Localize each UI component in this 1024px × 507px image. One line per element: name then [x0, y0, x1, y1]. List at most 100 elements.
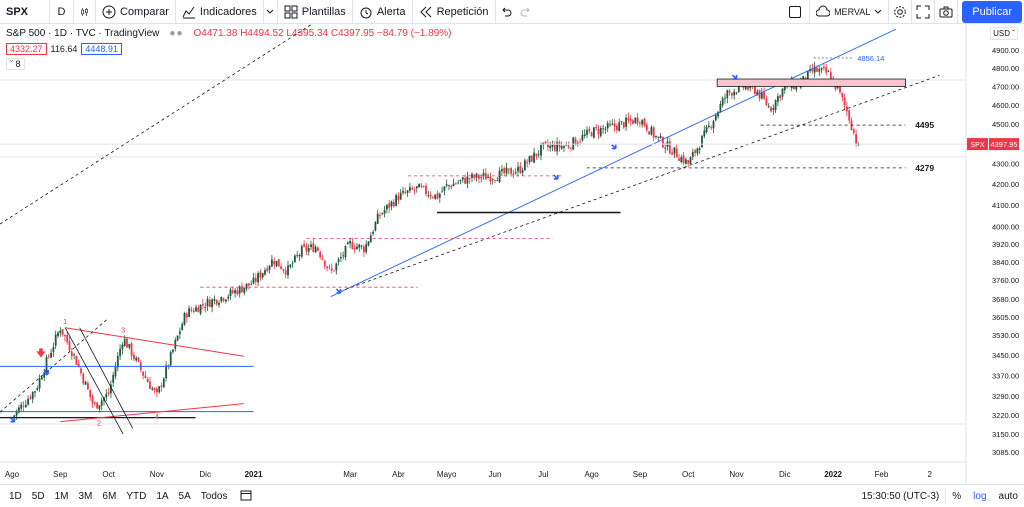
- goto-date-button[interactable]: [240, 489, 252, 504]
- time-tick-label: 2022: [824, 470, 842, 479]
- candle-body: [158, 386, 161, 393]
- legend-dots-icon[interactable]: ●●: [169, 28, 184, 39]
- candle-body: [411, 188, 414, 190]
- candle-body: [466, 176, 469, 184]
- candle-body: [250, 284, 253, 286]
- range-button[interactable]: YTD: [126, 490, 147, 502]
- wedge-lower-red[interactable]: [60, 403, 244, 423]
- range-button[interactable]: 1D: [9, 490, 22, 502]
- trendline-blue[interactable]: [330, 28, 897, 297]
- undo-button[interactable]: [496, 0, 516, 24]
- candle-body: [395, 195, 397, 206]
- indicators-collapse-button[interactable]: ˇ 8: [6, 58, 25, 70]
- candle-body: [257, 273, 259, 283]
- bid-price[interactable]: 4332.27: [6, 43, 47, 55]
- candle-body: [553, 144, 556, 151]
- candle-body: [763, 92, 765, 99]
- interval-button[interactable]: D: [50, 0, 74, 24]
- channel-line[interactable]: [64, 327, 124, 435]
- wedge-upper-red[interactable]: [65, 327, 244, 357]
- alert-button[interactable]: Alerta: [353, 0, 413, 24]
- candle-body: [616, 125, 618, 131]
- price-chart[interactable]: 3085.00 3150.00 3220.00 3290.00 3370.00 3450.…: [0, 24, 1024, 484]
- wave-label: 3: [121, 326, 125, 335]
- ask-price[interactable]: 4448.91: [81, 43, 122, 55]
- candle-body: [714, 115, 717, 121]
- candle-body: [514, 172, 517, 174]
- indicator-count: 8: [15, 59, 21, 69]
- compare-button[interactable]: Comparar: [96, 0, 176, 24]
- down-arrow-marker: [36, 348, 46, 358]
- candle-body: [461, 177, 464, 180]
- collapse-arrow-icon: ˇ: [10, 59, 16, 69]
- time-tick-label: 2021: [245, 470, 263, 479]
- broker-button[interactable]: MERVAL: [809, 0, 890, 24]
- fullscreen-button[interactable]: [912, 0, 936, 24]
- symbol-badge-label: SPX: [970, 142, 984, 149]
- candle-body: [372, 231, 374, 234]
- range-button[interactable]: 5D: [31, 490, 45, 502]
- channel-line[interactable]: [79, 327, 134, 429]
- legend-title[interactable]: S&P 500 · 1D · TVC · TradingView: [6, 28, 160, 39]
- range-button[interactable]: 5A: [178, 490, 191, 502]
- range-button[interactable]: 3M: [78, 490, 93, 502]
- publish-button[interactable]: Publicar: [962, 1, 1022, 23]
- candle-body: [259, 272, 262, 278]
- candle-body: [811, 68, 814, 72]
- candle-body: [825, 67, 828, 73]
- templates-menu-button[interactable]: [264, 0, 278, 24]
- candle-body: [365, 244, 368, 253]
- candle-body: [128, 343, 131, 348]
- candle-body: [254, 278, 257, 282]
- price-tick-label: 4800.00: [992, 64, 1019, 73]
- resistance-zone[interactable]: [716, 78, 906, 87]
- candle-body: [498, 170, 501, 182]
- candle-body: [593, 127, 595, 138]
- time-tick-label: Ago: [584, 470, 599, 479]
- candle-body: [489, 176, 492, 182]
- candle-body: [848, 110, 851, 121]
- templates-button[interactable]: Plantillas: [278, 0, 353, 24]
- pointer-arrow-marker: [611, 144, 617, 150]
- candle-body: [195, 307, 197, 312]
- candle-body: [843, 97, 846, 105]
- range-button[interactable]: Todos: [200, 490, 228, 502]
- chart-type-button[interactable]: [74, 0, 96, 24]
- candle-body: [213, 299, 216, 301]
- range-button[interactable]: 1A: [156, 490, 169, 502]
- log-scale-button[interactable]: log: [973, 490, 987, 502]
- candle-body: [241, 286, 243, 293]
- indicators-button[interactable]: Indicadores: [176, 0, 264, 24]
- candle-body: [604, 128, 607, 130]
- candle-body: [620, 121, 623, 122]
- candle-body: [36, 388, 39, 390]
- trendline-dashed-channel[interactable]: [345, 74, 940, 290]
- auto-scale-button[interactable]: auto: [998, 490, 1018, 502]
- candle-body: [41, 377, 43, 380]
- candle-body: [528, 155, 531, 163]
- snapshot-button[interactable]: [935, 0, 959, 24]
- candle-body: [351, 242, 354, 249]
- candle-body: [659, 135, 662, 138]
- symbol-search-button[interactable]: SPX: [0, 0, 50, 24]
- redo-button[interactable]: [516, 0, 536, 24]
- range-button[interactable]: 6M: [102, 490, 117, 502]
- clock-time[interactable]: 15:30:50 (UTC-3): [861, 490, 940, 502]
- candle-body: [641, 120, 644, 125]
- trendline-dashed[interactable]: [0, 24, 313, 225]
- currency-selector[interactable]: USD ˇ: [990, 27, 1018, 40]
- percent-scale-button[interactable]: %: [952, 490, 962, 502]
- candle-body: [760, 92, 763, 99]
- candle-body: [202, 304, 204, 306]
- candle-body: [287, 265, 289, 276]
- candle-body: [827, 71, 830, 72]
- candle-body: [652, 127, 655, 138]
- layout-checkbox[interactable]: [789, 6, 802, 18]
- replay-button[interactable]: Repetición: [413, 0, 496, 24]
- range-button[interactable]: 1M: [54, 490, 69, 502]
- level-label: 4495: [915, 120, 934, 130]
- candle-body: [215, 299, 218, 305]
- candle-body: [698, 148, 701, 150]
- settings-button[interactable]: [889, 0, 913, 24]
- candle-body: [388, 203, 391, 208]
